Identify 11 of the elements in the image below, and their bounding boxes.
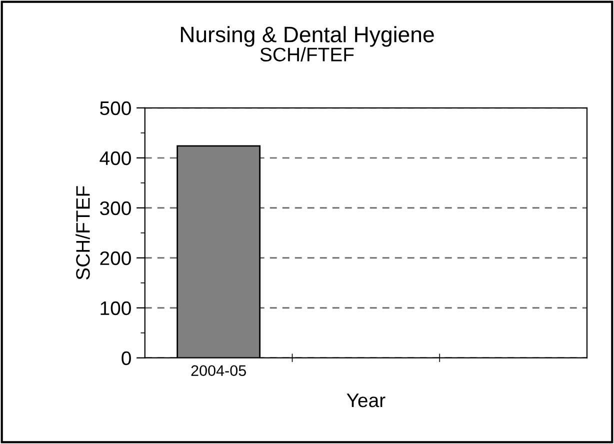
y-tick-label: 400 [100,151,131,166]
chart-subtitle: SCH/FTEF [260,47,354,62]
y-axis-title: SCH/FTEF [76,186,90,280]
x-tick-label: 2004-05 [191,365,246,376]
y-tick-label: 100 [100,301,131,316]
y-tick-label: 200 [100,251,131,266]
y-tick-label: 0 [122,351,131,366]
chart-title: Nursing & Dental Hygiene [180,26,434,47]
y-tick-label: 300 [100,201,131,216]
y-tick-label: 500 [100,101,131,116]
x-axis-title: Year [346,394,386,408]
